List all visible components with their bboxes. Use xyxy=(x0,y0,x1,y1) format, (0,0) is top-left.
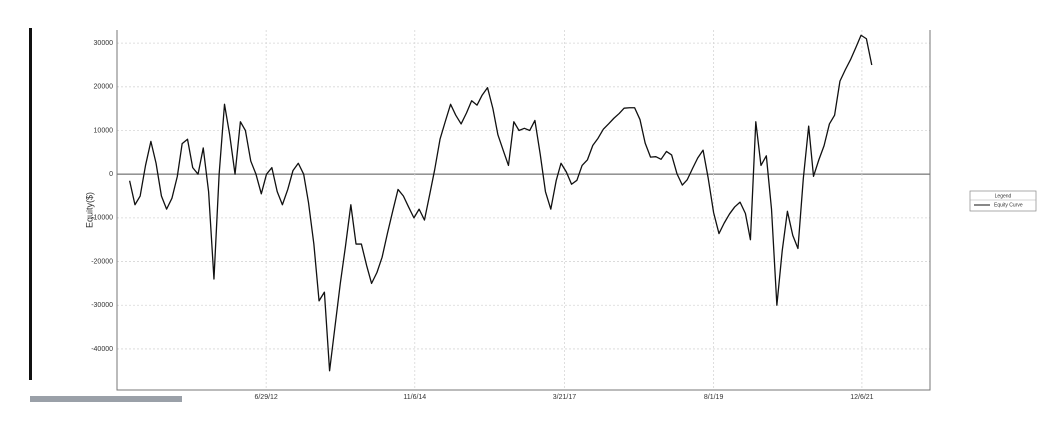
x-tick-label: 6/29/12 xyxy=(254,394,277,401)
x-tick-label: 12/6/21 xyxy=(850,394,873,401)
bottom-strip xyxy=(30,396,182,402)
x-tick-label: 11/6/14 xyxy=(403,394,426,401)
x-tick-label: 3/21/17 xyxy=(553,394,576,401)
y-tick-label: 30000 xyxy=(94,40,114,47)
y-tick-label: 0 xyxy=(109,171,113,178)
y-tick-label: -40000 xyxy=(91,346,113,353)
left-edge-bar xyxy=(29,28,32,380)
x-tick-label: 8/1/19 xyxy=(704,394,724,401)
legend-box xyxy=(969,190,1037,212)
y-tick-label: 10000 xyxy=(94,127,114,134)
equity-line xyxy=(128,34,873,372)
y-tick-label: 20000 xyxy=(94,84,114,91)
y-tick-label: -20000 xyxy=(91,258,113,265)
y-tick-label: -30000 xyxy=(91,302,113,309)
y-tick-label: -10000 xyxy=(91,215,113,222)
legend-label: Equity Curve xyxy=(994,202,1023,208)
legend-title: Legend xyxy=(995,193,1012,199)
plot-frame xyxy=(116,30,931,391)
y-axis-label: Equity($) xyxy=(84,192,94,228)
